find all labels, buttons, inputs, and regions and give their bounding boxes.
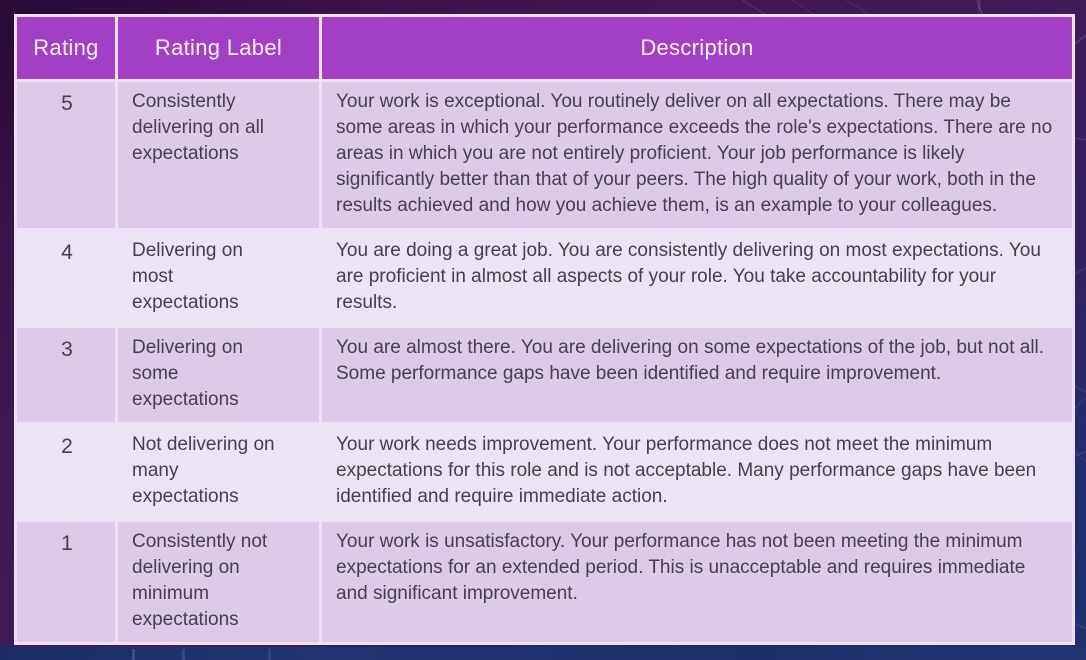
bottom-bar-streak <box>268 649 271 660</box>
table-row-rating-3: 3 Delivering on some expectations You ar… <box>14 325 1075 425</box>
rating-label-cell: Consistently not delivering on minimum e… <box>115 519 322 645</box>
table-row-rating-5: 5 Consistently delivering on all expecta… <box>14 79 1075 231</box>
bottom-bar <box>0 647 1086 660</box>
rating-label-cell: Not delivering on many expectations <box>115 422 322 522</box>
rating-cell: 2 <box>14 422 118 522</box>
description-cell: Your work is unsatisfactory. Your perfor… <box>319 519 1075 645</box>
rating-cell: 1 <box>14 519 118 645</box>
rating-label-cell: Consistently delivering on all expectati… <box>115 79 322 231</box>
rating-label-cell: Delivering on some expectations <box>115 325 322 425</box>
table-row-rating-1: 1 Consistently not delivering on minimum… <box>14 519 1075 645</box>
description-cell: You are doing a great job. You are consi… <box>319 228 1075 328</box>
description-cell: Your work is exceptional. You routinely … <box>319 79 1075 231</box>
rating-cell: 4 <box>14 228 118 328</box>
bottom-bar-streak <box>132 649 135 660</box>
rating-scale-table: Rating Rating Label Description 5 Consis… <box>14 14 1075 645</box>
rating-cell: 3 <box>14 325 118 425</box>
column-header-rating-label: Rating Label <box>115 14 322 82</box>
table-row-rating-2: 2 Not delivering on many expectations Yo… <box>14 422 1075 522</box>
column-header-description: Description <box>319 14 1075 82</box>
table-header-row: Rating Rating Label Description <box>14 14 1075 82</box>
rating-label-cell: Delivering on most expectations <box>115 228 322 328</box>
column-header-rating: Rating <box>14 14 118 82</box>
bottom-bar-streak <box>182 649 185 660</box>
table-row-rating-4: 4 Delivering on most expectations You ar… <box>14 228 1075 328</box>
rating-cell: 5 <box>14 79 118 231</box>
description-cell: Your work needs improvement. Your perfor… <box>319 422 1075 522</box>
description-cell: You are almost there. You are delivering… <box>319 325 1075 425</box>
